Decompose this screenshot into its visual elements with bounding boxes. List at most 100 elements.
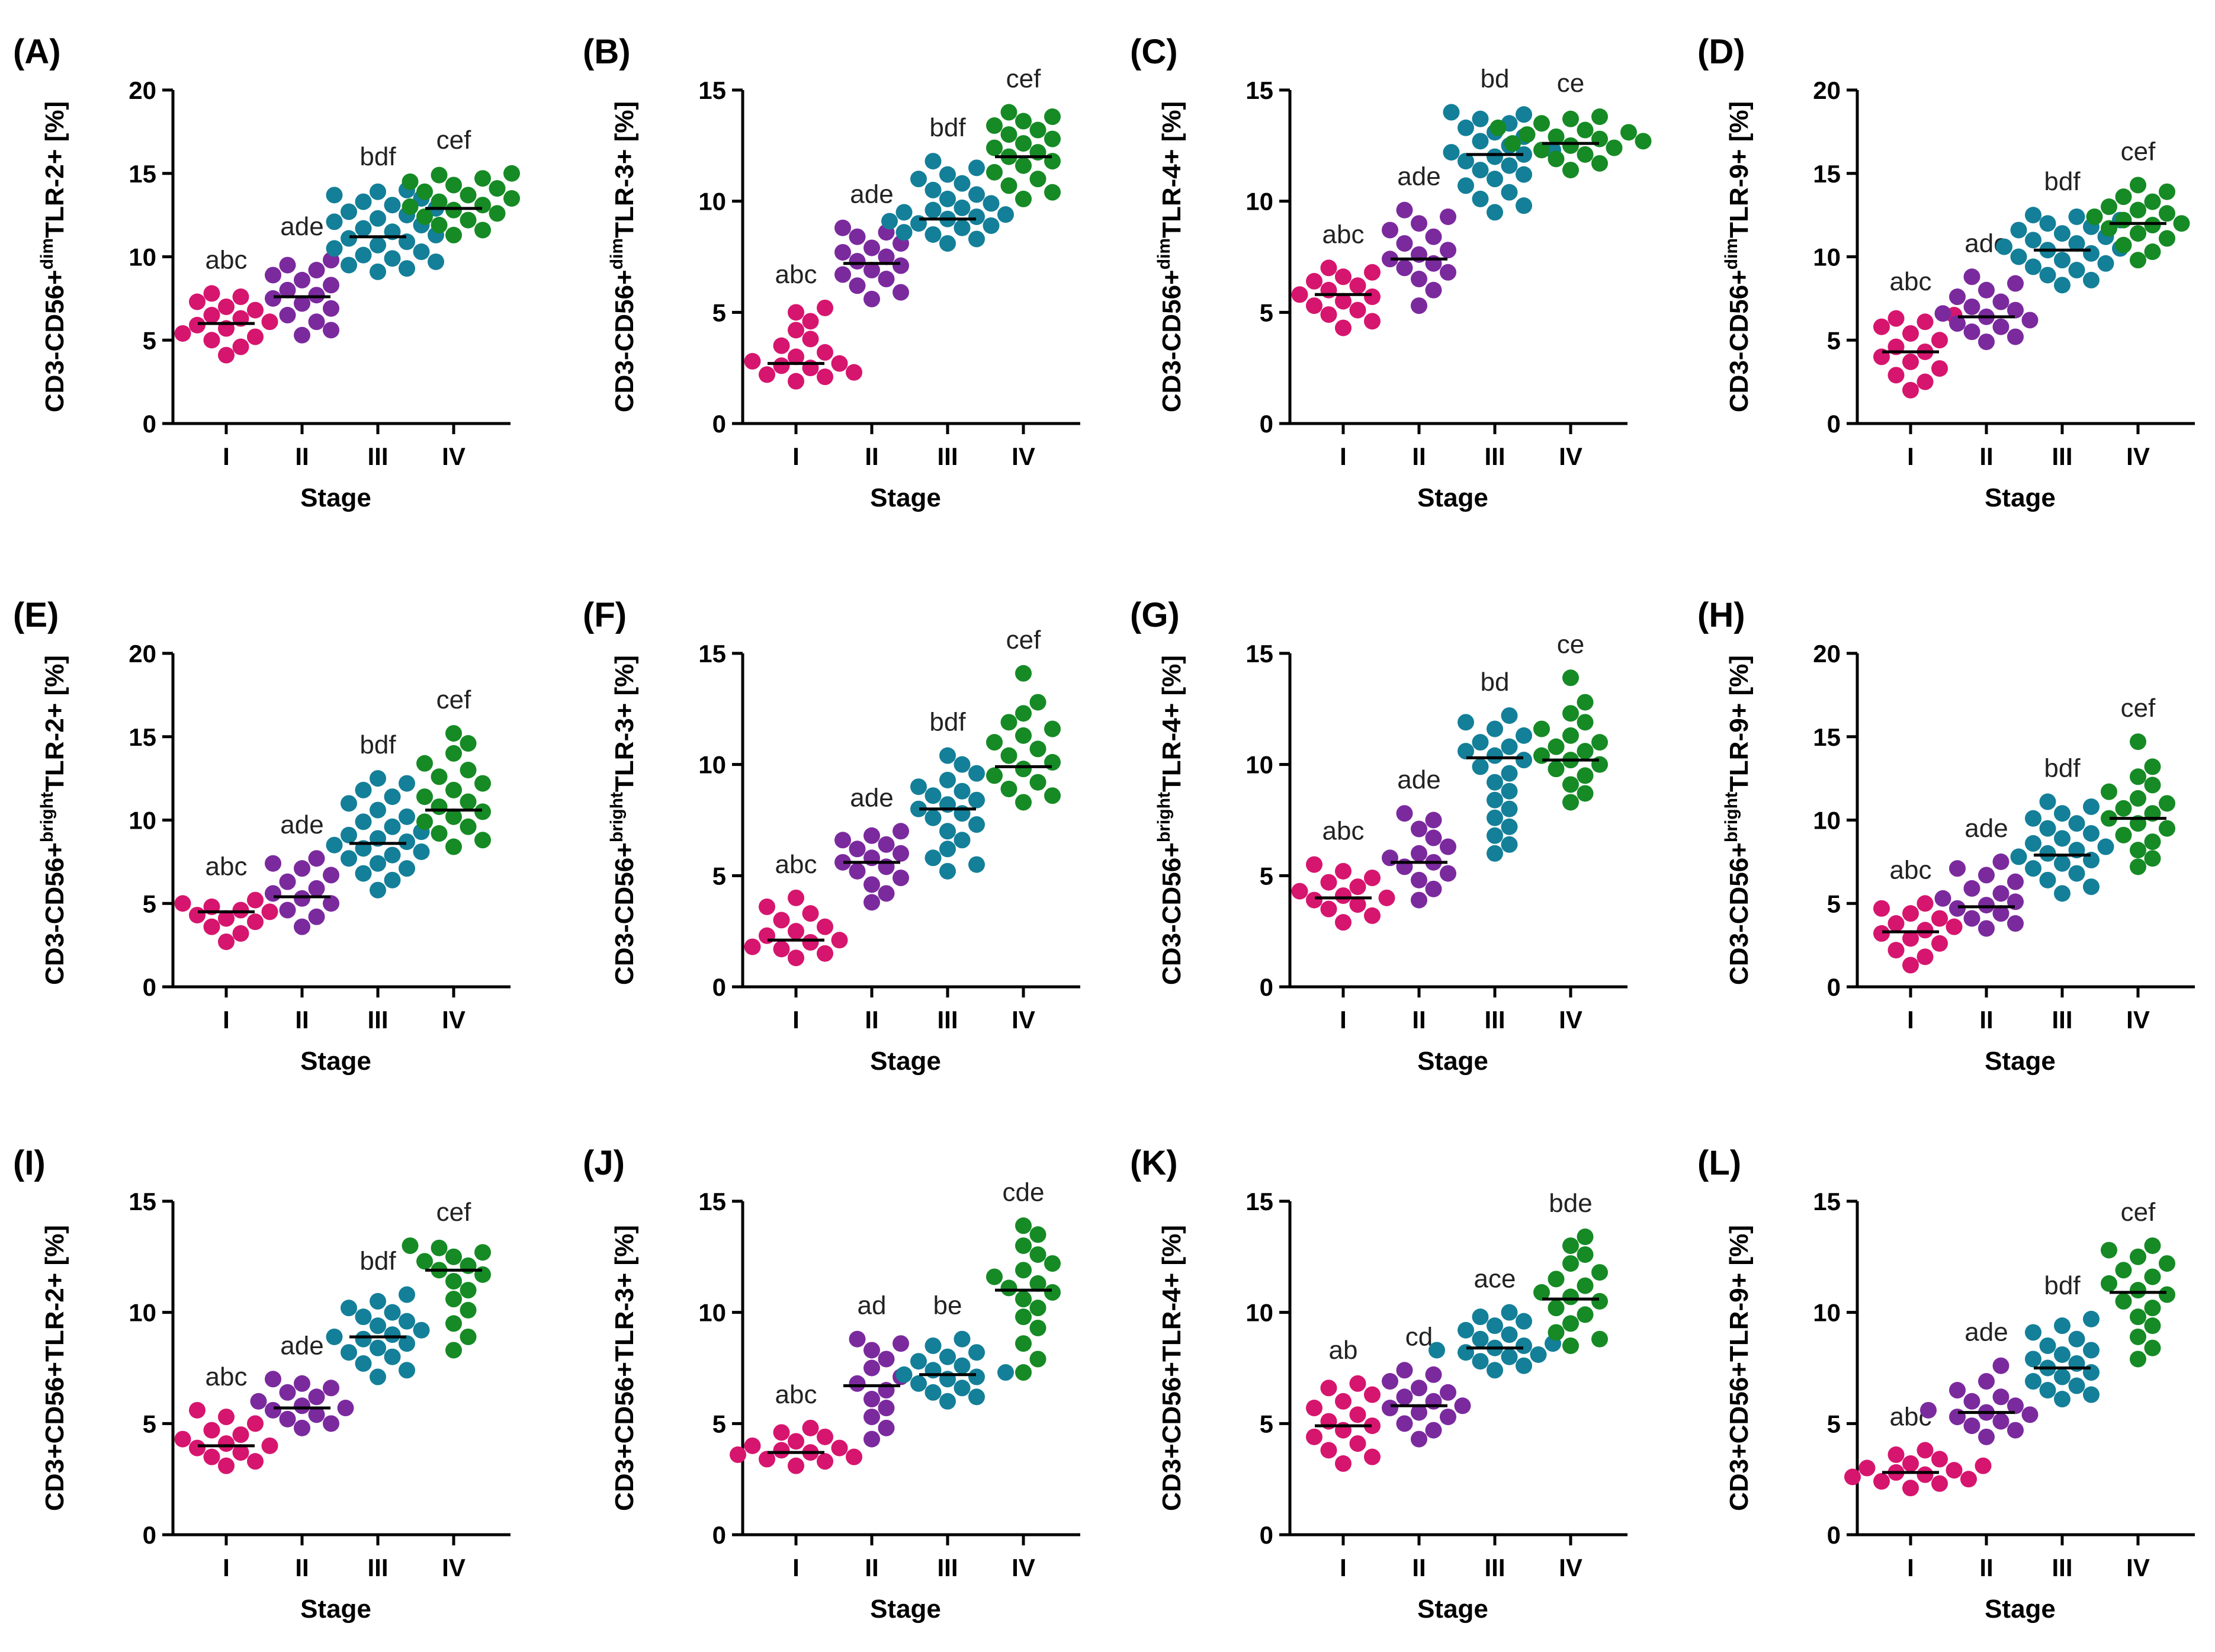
- y-tick-label: 0: [1827, 1521, 1841, 1549]
- data-point-stage-IV: [1044, 184, 1061, 201]
- data-point-stage-II: [863, 827, 880, 844]
- data-point-stage-II: [849, 253, 866, 270]
- data-point-stage-II: [265, 1371, 281, 1388]
- data-point-stage-II: [1920, 1401, 1937, 1419]
- x-tick-label: IV: [1012, 1006, 1035, 1034]
- data-point-stage-IV: [2115, 188, 2132, 206]
- data-point-stage-II: [294, 1397, 310, 1414]
- y-tick-label: 5: [1827, 1410, 1841, 1438]
- data-point-stage-IV: [1577, 743, 1594, 760]
- data-point-stage-IV: [1015, 190, 1032, 207]
- data-point-stage-III: [924, 1337, 942, 1354]
- y-axis-title: CD3-CD56+dimTLR-4+ [%]: [1154, 101, 1186, 412]
- data-point-stage-IV: [1029, 1226, 1046, 1243]
- significance-letters: abc: [206, 852, 248, 881]
- data-point-stage-III: [968, 1388, 985, 1406]
- data-point-stage-I: [1917, 948, 1934, 965]
- data-point-stage-I: [174, 1430, 191, 1448]
- data-point-stage-III: [370, 855, 386, 872]
- x-tick-label: III: [937, 1554, 958, 1582]
- x-axis-title: Stage: [1417, 483, 1488, 512]
- x-tick-label: II: [1979, 1006, 1993, 1034]
- y-tick-label: 0: [143, 1521, 156, 1549]
- data-point-stage-IV: [1577, 767, 1594, 784]
- data-point-stage-III: [1487, 1317, 1503, 1335]
- data-point-stage-II: [2007, 915, 2024, 932]
- data-point-stage-IV: [445, 201, 462, 219]
- data-point-stage-III: [968, 856, 985, 873]
- data-point-stage-I: [759, 1451, 775, 1468]
- data-point-stage-I: [1335, 914, 1352, 931]
- data-point-stage-IV: [1562, 1237, 1579, 1255]
- data-point-stage-IV: [1606, 139, 1623, 156]
- data-point-stage-III: [1458, 119, 1474, 136]
- significance-letters: cef: [436, 126, 471, 155]
- x-tick-label: II: [1412, 1006, 1426, 1034]
- data-point-stage-II: [1440, 1384, 1456, 1401]
- data-point-stage-III: [1458, 177, 1474, 194]
- data-point-stage-I: [189, 1401, 206, 1419]
- data-point-stage-I: [247, 1453, 264, 1470]
- data-point-stage-III: [2097, 255, 2114, 272]
- data-point-stage-I: [1335, 887, 1352, 904]
- data-point-stage-III: [1501, 800, 1518, 817]
- data-point-stage-III: [2025, 810, 2041, 827]
- data-point-stage-III: [341, 203, 357, 220]
- data-point-stage-I: [788, 304, 804, 321]
- significance-letters: abc: [206, 245, 248, 274]
- data-point-stage-I: [218, 1409, 235, 1426]
- data-point-stage-IV: [431, 768, 448, 785]
- data-point-stage-II: [294, 271, 310, 288]
- x-tick-label: I: [1340, 1006, 1347, 1034]
- data-point-stage-I: [831, 1439, 848, 1457]
- data-point-stage-I: [1917, 895, 1934, 912]
- data-point-stage-II: [265, 1401, 281, 1419]
- data-point-stage-IV: [2130, 1248, 2146, 1265]
- data-point-stage-II: [308, 262, 325, 279]
- data-point-stage-IV: [460, 1328, 477, 1345]
- data-point-stage-IV: [1000, 747, 1017, 764]
- data-point-stage-IV: [1577, 1306, 1594, 1323]
- significance-letters: bd: [1481, 668, 1510, 697]
- panel-f: (F) 0 5 10 15 CD3-CD56+brightTLR-3+ [%] Stage I…: [583, 596, 1080, 1076]
- data-point-stage-II: [1411, 891, 1427, 909]
- data-point-stage-II: [294, 326, 310, 344]
- data-point-stage-I: [1902, 905, 1919, 922]
- data-point-stage-IV: [1015, 1364, 1032, 1381]
- data-point-stage-I: [232, 902, 249, 919]
- y-tick-label: 5: [143, 326, 156, 354]
- data-point-stage-III: [2025, 258, 2041, 275]
- data-point-stage-III: [2025, 1324, 2041, 1341]
- data-point-stage-III: [924, 787, 942, 804]
- data-point-stage-IV: [1577, 714, 1594, 731]
- data-point-stage-IV: [474, 832, 491, 849]
- data-point-stage-II: [1992, 853, 2009, 870]
- data-point-stage-IV: [1562, 794, 1579, 811]
- data-point-stage-II: [1411, 215, 1427, 232]
- significance-letters: bdf: [929, 708, 966, 737]
- data-point-stage-III: [2039, 793, 2056, 810]
- data-point-stage-II: [2021, 1406, 2039, 1423]
- data-point-stage-III: [1487, 845, 1503, 862]
- data-point-stage-II: [1411, 820, 1427, 838]
- data-point-stage-I: [817, 1453, 833, 1470]
- significance-letters: cef: [2121, 137, 2156, 166]
- data-point-stage-I: [1335, 293, 1352, 310]
- data-point-stage-III: [1516, 752, 1532, 769]
- y-tick-label: 10: [698, 1299, 726, 1327]
- data-point-stage-III: [326, 240, 343, 257]
- data-point-stage-II: [1963, 910, 1980, 927]
- x-tick-label: IV: [442, 1554, 466, 1582]
- data-point-stage-III: [2039, 871, 2056, 888]
- data-point-stage-II: [294, 295, 310, 312]
- data-point-stage-I: [1364, 1417, 1381, 1435]
- data-point-stage-III: [2039, 845, 2056, 862]
- data-point-stage-II: [279, 307, 296, 324]
- data-point-stage-II: [1396, 1388, 1413, 1406]
- data-point-stage-IV: [986, 734, 1003, 751]
- data-point-stage-II: [337, 1400, 354, 1417]
- data-point-stage-I: [1902, 957, 1919, 974]
- data-point-stage-III: [895, 204, 913, 221]
- data-point-stage-IV: [2115, 1262, 2132, 1279]
- y-axis-title: CD3+CD56+TLR-4+ [%]: [1157, 1225, 1186, 1511]
